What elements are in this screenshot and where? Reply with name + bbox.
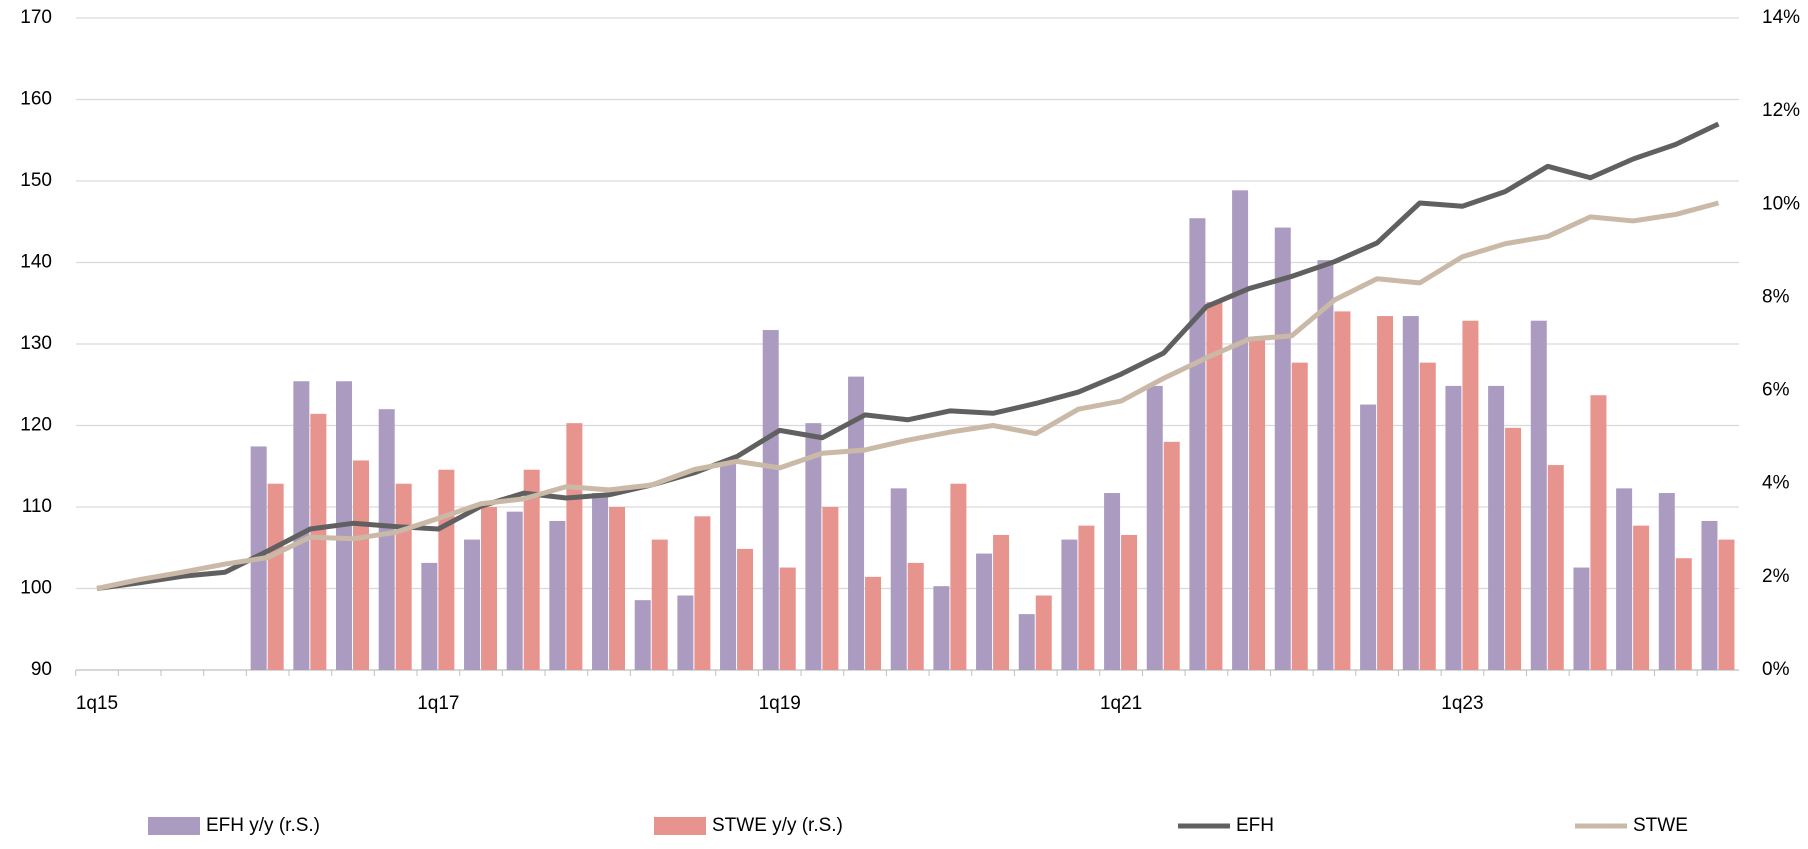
bar — [1573, 567, 1590, 670]
bar — [1249, 339, 1266, 670]
bar — [592, 493, 609, 670]
bar — [1206, 302, 1223, 670]
bar — [1377, 316, 1394, 670]
bar — [677, 595, 694, 670]
bar — [523, 469, 540, 670]
bar — [1035, 595, 1052, 670]
line — [96, 200, 1720, 591]
bar — [609, 507, 626, 670]
y2-tick-label: 10% — [1762, 193, 1800, 214]
bar — [1419, 362, 1436, 670]
bar — [694, 516, 711, 670]
bar — [1163, 441, 1180, 670]
y-tick-label: 100 — [20, 578, 52, 599]
bar — [779, 567, 796, 670]
bar — [950, 483, 967, 670]
bar — [865, 576, 882, 670]
bar — [310, 413, 327, 670]
bar — [907, 562, 924, 670]
x-tick-label: 1q15 — [76, 693, 118, 714]
x-tick-label: 1q19 — [759, 693, 801, 714]
bar — [1018, 614, 1035, 670]
bar — [720, 460, 737, 670]
bar — [1547, 465, 1564, 670]
bar — [378, 409, 395, 670]
bar — [1121, 534, 1138, 670]
y2-tick-label: 2% — [1762, 566, 1790, 587]
bar — [1675, 558, 1692, 670]
y2-tick-label: 8% — [1762, 286, 1790, 307]
legend-label: EFH — [1236, 815, 1274, 836]
bar — [438, 469, 455, 670]
bar — [822, 507, 839, 670]
x-tick-label: 1q21 — [1100, 693, 1142, 714]
legend-swatch — [148, 817, 200, 835]
bar — [353, 460, 370, 670]
x-tick-label: 1q17 — [417, 693, 459, 714]
bar — [634, 600, 651, 670]
bar — [1104, 493, 1121, 670]
bar — [1078, 525, 1095, 670]
y2-tick-label: 12% — [1762, 100, 1800, 121]
bar — [1061, 539, 1078, 670]
bar — [933, 586, 950, 670]
bar — [1291, 362, 1308, 670]
bar — [1505, 427, 1522, 670]
bar — [566, 423, 583, 670]
bar — [481, 507, 498, 670]
bar — [1488, 385, 1505, 670]
legend-label: STWE — [1633, 815, 1688, 836]
bar — [1445, 385, 1462, 670]
line — [96, 121, 1720, 591]
bar — [1317, 260, 1334, 670]
x-tick-label: 1q23 — [1441, 693, 1483, 714]
bar — [1658, 493, 1675, 670]
bar — [762, 330, 779, 670]
bar — [1146, 385, 1163, 670]
y-tick-label: 130 — [20, 333, 52, 354]
bar — [421, 562, 438, 670]
bar — [993, 534, 1010, 670]
y-tick-label: 150 — [20, 170, 52, 191]
y2-tick-label: 6% — [1762, 380, 1790, 401]
bar — [1334, 311, 1351, 670]
legend-label: STWE y/y (r.S.) — [712, 815, 843, 836]
bar — [395, 483, 412, 670]
bar — [805, 423, 822, 670]
bar — [267, 483, 284, 670]
y-tick-label: 90 — [31, 659, 52, 680]
bar — [293, 381, 310, 670]
legend-label: EFH y/y (r.S.) — [206, 815, 320, 836]
bar — [1402, 316, 1419, 670]
y2-tick-label: 14% — [1762, 7, 1800, 28]
y-tick-label: 160 — [20, 89, 52, 110]
bar — [1701, 520, 1718, 670]
bar — [1530, 320, 1547, 670]
bar — [890, 488, 907, 670]
bar — [1633, 525, 1650, 670]
bar — [1189, 218, 1206, 670]
y-tick-label: 110 — [22, 496, 52, 517]
bar — [1718, 539, 1735, 670]
y2-tick-label: 4% — [1762, 473, 1790, 494]
legend-swatch — [654, 817, 706, 835]
bar — [737, 548, 754, 670]
bar — [1616, 488, 1633, 670]
bar — [549, 520, 566, 670]
y-tick-label: 170 — [20, 7, 52, 28]
bar — [1232, 190, 1249, 671]
bar — [1360, 404, 1377, 670]
bar — [1462, 320, 1479, 670]
y2-tick-label: 0% — [1762, 659, 1790, 680]
bar — [1590, 395, 1607, 670]
bar — [1274, 227, 1291, 671]
y-tick-label: 140 — [20, 252, 52, 273]
bar — [464, 539, 481, 670]
bar — [976, 553, 993, 670]
y-tick-label: 120 — [20, 415, 52, 436]
bar — [506, 511, 523, 670]
bar — [651, 539, 668, 670]
